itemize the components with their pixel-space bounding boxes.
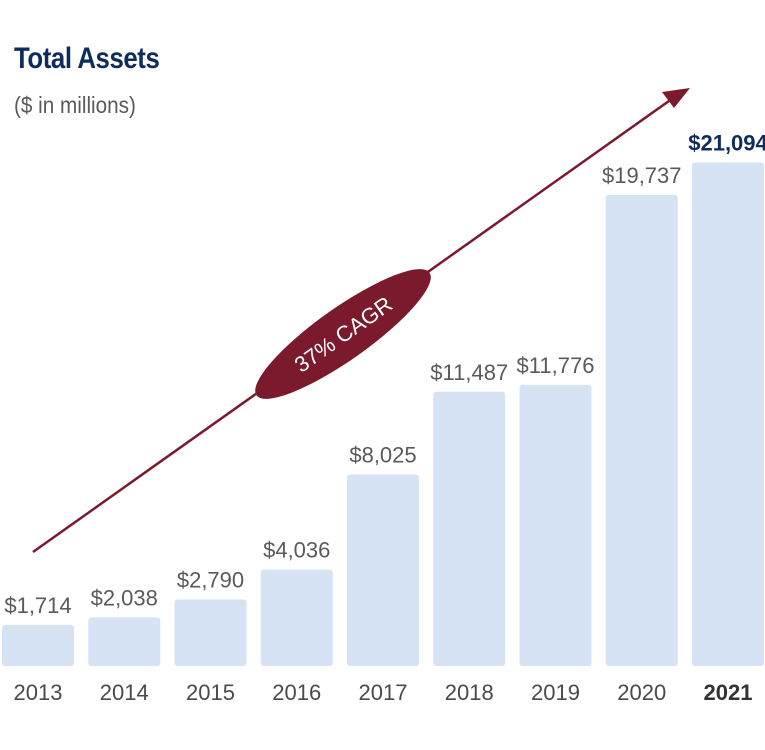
bars-layer: $1,714 2013 $2,038 2014 $2,790 2015 $4,036 2016…	[2, 130, 765, 705]
value-label-2018: $11,487	[430, 360, 508, 385]
value-label-2015: $2,790	[177, 567, 244, 592]
cagr-arrowhead	[662, 88, 690, 108]
value-label-2021: $21,094	[688, 130, 765, 155]
year-label-2021: 2021	[704, 680, 753, 705]
value-label-2017: $8,025	[349, 442, 416, 467]
year-label-2014: 2014	[100, 680, 149, 705]
bar-2021	[692, 162, 764, 667]
bar-2014	[88, 617, 161, 666]
bar-2015	[174, 599, 247, 666]
year-label-2019: 2019	[531, 680, 580, 705]
chart-title: Total Assets	[14, 42, 160, 75]
chart-subtitle: ($ in millions)	[14, 92, 136, 118]
year-label-2018: 2018	[445, 680, 494, 705]
bar-2017	[347, 474, 419, 666]
value-label-2020: $19,737	[602, 163, 682, 188]
year-label-2020: 2020	[617, 680, 666, 705]
value-label-2019: $11,776	[517, 353, 595, 378]
year-label-2013: 2013	[14, 680, 63, 705]
bar-2020	[605, 194, 678, 666]
year-label-2017: 2017	[359, 680, 408, 705]
bar-2013	[2, 625, 74, 666]
value-label-2014: $2,038	[91, 585, 158, 610]
bar-2016	[260, 569, 333, 666]
bar-2018	[433, 391, 506, 666]
value-label-2013: $1,714	[4, 593, 71, 618]
year-label-2015: 2015	[186, 680, 235, 705]
year-label-2016: 2016	[272, 680, 321, 705]
value-label-2016: $4,036	[263, 538, 330, 563]
bar-2019	[519, 384, 592, 666]
cagr-badge	[255, 269, 431, 399]
